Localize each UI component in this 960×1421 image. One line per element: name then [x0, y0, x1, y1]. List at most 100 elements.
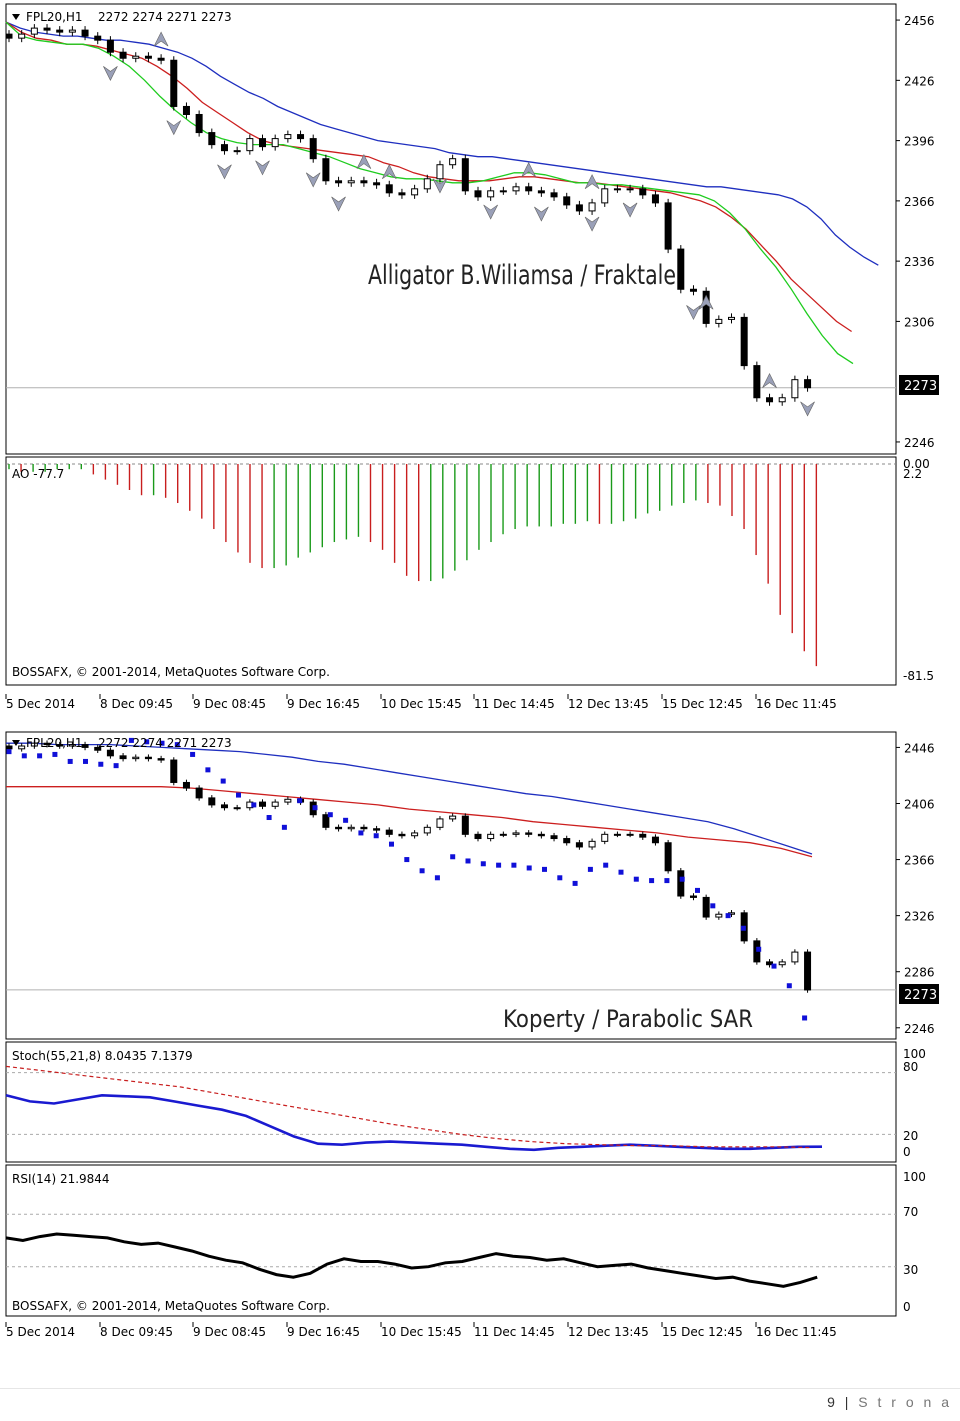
price-panel-2-frame — [5, 731, 897, 1040]
sar-dot — [802, 1015, 808, 1021]
stoch-tick-100: 100 — [903, 1047, 926, 1061]
c2-candle — [144, 756, 152, 760]
c1-candle — [499, 190, 507, 193]
fractal-down-icon — [255, 160, 270, 176]
sar-dot — [6, 749, 12, 755]
sar-dot — [297, 798, 303, 804]
sar-dot — [480, 861, 486, 867]
c1-candle — [43, 27, 51, 31]
c1-candle — [208, 132, 216, 146]
c2-candle — [335, 826, 343, 830]
time-axis-2-tick-label: 9 Dec 08:45 — [193, 1325, 266, 1339]
fractal-down-icon — [686, 305, 701, 321]
c1-candle — [563, 196, 571, 206]
c2-candle — [208, 797, 216, 806]
symbol-label-1: FPL20,H1 — [26, 10, 83, 24]
c1-candle — [474, 190, 482, 198]
ohlc-label-1: 2272 2274 2271 2273 — [98, 10, 232, 24]
sar-dot — [220, 778, 226, 784]
sar-dot — [450, 854, 456, 860]
c2-candle — [474, 833, 482, 840]
sar-dot — [740, 925, 746, 931]
c2-candle — [182, 781, 190, 789]
sar-dot — [465, 858, 471, 864]
c1-candle — [259, 138, 267, 148]
fractal-down-icon — [305, 172, 321, 188]
fractal-up-icon — [584, 174, 600, 190]
sar-dot — [159, 740, 165, 746]
stoch-tick-0: 0 — [903, 1145, 911, 1159]
c2-candle — [588, 840, 596, 848]
c1-candle — [360, 180, 368, 184]
c1-candle — [68, 29, 76, 33]
c1-candle — [753, 365, 761, 399]
c1-candle — [778, 397, 786, 403]
footer-word: S t r o n a — [858, 1394, 952, 1410]
sar-dot — [21, 753, 27, 759]
sar-dot — [358, 830, 364, 836]
rsi-tick-0: 0 — [903, 1300, 911, 1314]
price-axis-2-tick-label: 2246 — [904, 1022, 935, 1036]
sar-dot — [679, 876, 685, 882]
page-footer: 9 | S t r o n a — [827, 1394, 952, 1410]
time-axis-1-tick-label: 8 Dec 09:45 — [100, 697, 173, 711]
fractal-down-icon — [217, 164, 232, 180]
stoch-panel-frame — [5, 1041, 897, 1163]
c2-candle — [791, 951, 799, 963]
c1-candle — [766, 397, 774, 403]
sar-dot — [725, 913, 731, 919]
c1-candle — [182, 105, 190, 115]
sar-dot — [205, 767, 211, 773]
c2-candle — [804, 951, 812, 991]
c2-candle — [195, 787, 203, 799]
ao-panel — [6, 463, 896, 667]
envelopes-annotation: Koperty / Parabolic SAR — [503, 1005, 753, 1033]
stoch-main-line — [5, 1093, 823, 1152]
sar-dot — [251, 802, 257, 808]
footer-divider — [0, 1388, 960, 1389]
c1-candle — [550, 192, 558, 198]
fractal-up-icon — [153, 31, 169, 47]
sar-dot — [404, 857, 410, 863]
symbol-dropdown-icon-2[interactable] — [12, 740, 20, 746]
sar-dot — [572, 880, 578, 886]
c2-candle — [613, 833, 621, 836]
c2-candle — [347, 826, 355, 830]
c1-candle — [30, 27, 38, 35]
c1-candle — [689, 288, 697, 292]
time-axis-1: 5 Dec 2014 8 Dec 09:45 9 Dec 08:45 9 Dec 16… — [5, 694, 837, 711]
fractal-up-icon — [356, 154, 372, 169]
rsi-label: RSI(14) 21.9844 — [12, 1172, 110, 1186]
chart1: FPL20,H1 2272 2274 2271 2273 Alligator B… — [5, 3, 939, 711]
current-price-box-2 — [899, 984, 939, 1004]
c2-candle — [651, 836, 659, 844]
ao-tick-max: 2.2 — [903, 467, 922, 481]
c2-candle — [106, 749, 114, 757]
copyright-1: BOSSAFX, © 2001-2014, MetaQuotes Softwar… — [12, 665, 330, 679]
c1-candle — [56, 29, 64, 33]
c1-candle — [220, 144, 228, 152]
c1-candle — [436, 164, 444, 180]
symbol-label-2: FPL20,H1 — [26, 736, 83, 750]
stoch-tick-80: 80 — [903, 1060, 918, 1074]
c2-candle — [601, 833, 609, 842]
c2-candle — [512, 832, 520, 835]
sar-dot — [633, 876, 639, 882]
sar-dot — [710, 903, 716, 909]
price-axis-1-tick-label: 2396 — [904, 135, 935, 149]
c1-candle — [512, 186, 520, 192]
time-axis-2-tick-label: 8 Dec 09:45 — [100, 1325, 173, 1339]
c1-candle — [373, 182, 381, 186]
rsi-tick-100: 100 — [903, 1170, 926, 1184]
current-price-label-1: 2273 — [904, 379, 937, 394]
c1-candle — [119, 51, 127, 59]
c2-candle — [385, 829, 393, 835]
current-price-label-2: 2273 — [904, 988, 937, 1003]
fractal-down-icon — [800, 401, 815, 417]
sar-dot — [771, 963, 777, 969]
c2-candle — [563, 838, 571, 844]
sar-dot — [67, 758, 73, 764]
c1-candle — [639, 188, 647, 196]
c1-candle — [106, 39, 114, 53]
symbol-dropdown-icon[interactable] — [12, 14, 20, 20]
